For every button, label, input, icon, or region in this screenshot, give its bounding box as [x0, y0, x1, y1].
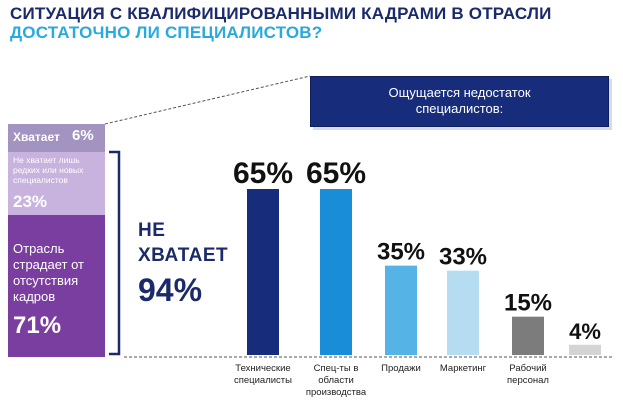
- bar-6: [569, 344, 601, 355]
- bar-3: [385, 265, 417, 355]
- bar-value-label-2: 65%: [306, 157, 366, 190]
- callout-line-2: специалистов:: [415, 101, 504, 116]
- enough-segment: Хватает 6%: [8, 124, 105, 152]
- category-label-2-line-1: Спец-ты в: [314, 363, 359, 374]
- shortage-summary-value: 94%: [138, 272, 203, 308]
- shortage-summary-line-1: НЕ: [138, 220, 166, 241]
- bar-value-label-3: 35%: [377, 239, 425, 266]
- bar-value-label-1: 65%: [233, 157, 293, 190]
- callout-line-1: Ощущается недостаток: [388, 85, 531, 100]
- callout-text: Ощущается недостаток специалистов:: [311, 85, 608, 117]
- industry-suffers-value: 71%: [13, 312, 62, 339]
- bar-1: [247, 189, 279, 355]
- category-label-4-line-1: Маркетинг: [440, 363, 487, 374]
- bar-5: [512, 316, 544, 355]
- shortage-summary-label: НЕ ХВАТАЕТ: [138, 218, 248, 268]
- bar-value-label-5: 15%: [504, 290, 552, 317]
- bar-2: [320, 189, 352, 355]
- rare-shortage-segment: Не хватает лишь редких или новых специал…: [8, 152, 105, 215]
- enough-value: 6%: [72, 127, 94, 144]
- category-label-2-line-2: области: [318, 375, 354, 386]
- bar-4: [447, 270, 479, 355]
- rare-shortage-label: Не хватает лишь редких или новых специал…: [13, 155, 84, 185]
- industry-suffers-label: Отрасль страдает от отсутствия кадров: [13, 241, 84, 304]
- shortage-summary-line-2: ХВАТАЕТ: [138, 245, 229, 266]
- callout-box: Ощущается недостаток специалистов:: [310, 76, 609, 127]
- rare-shortage-value: 23%: [13, 192, 48, 211]
- page-subtitle: ДОСТАТОЧНО ЛИ СПЕЦИАЛИСТОВ?: [10, 23, 323, 42]
- industry-suffers-segment: Отрасль страдает от отсутствия кадров 71…: [8, 215, 105, 357]
- bracket-icon: [109, 150, 121, 356]
- category-label-5-line-1: Рабочий: [509, 363, 546, 374]
- category-label-3-line-1: Продажи: [381, 363, 421, 374]
- bar-value-label-6: 4%: [569, 319, 601, 344]
- callout-connector-line: [104, 75, 311, 125]
- category-label-2-line-3: производства: [306, 387, 367, 398]
- bar-value-label-4: 33%: [439, 244, 487, 271]
- page-title: СИТУАЦИЯ С КВАЛИФИЦИРОВАННЫМИ КАДРАМИ В …: [10, 4, 552, 23]
- category-label-1-line-2: специалисты: [234, 375, 292, 386]
- category-label-5-line-2: персонал: [507, 375, 549, 386]
- enough-label: Хватает: [13, 130, 60, 144]
- category-label-1-line-1: Технические: [235, 363, 290, 374]
